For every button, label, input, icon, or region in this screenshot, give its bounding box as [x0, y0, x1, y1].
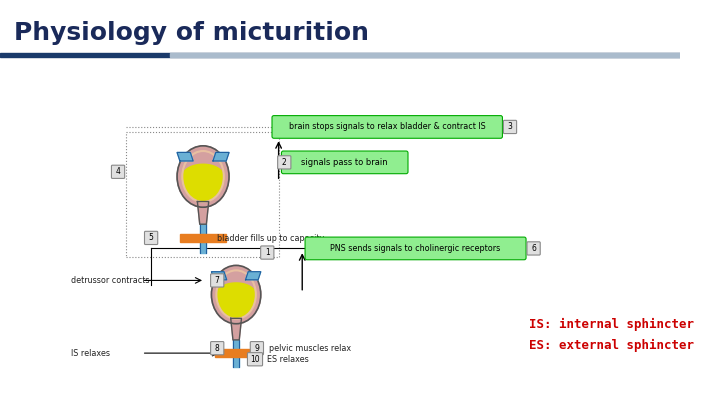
Polygon shape — [177, 152, 193, 161]
Text: 3: 3 — [508, 122, 513, 132]
Polygon shape — [199, 224, 207, 253]
Text: 10: 10 — [250, 355, 260, 364]
Text: 8: 8 — [215, 344, 220, 353]
Text: PNS sends signals to cholinergic receptors: PNS sends signals to cholinergic recepto… — [330, 244, 500, 253]
Ellipse shape — [212, 265, 261, 324]
FancyBboxPatch shape — [261, 246, 274, 259]
FancyBboxPatch shape — [248, 353, 263, 366]
FancyBboxPatch shape — [278, 156, 291, 169]
FancyBboxPatch shape — [305, 237, 526, 260]
Text: Physiology of micturition: Physiology of micturition — [14, 21, 369, 45]
Text: IS relaxes: IS relaxes — [71, 349, 110, 358]
Bar — [170, 53, 680, 57]
Text: pelvic muscles relax: pelvic muscles relax — [269, 344, 351, 353]
Polygon shape — [215, 349, 258, 357]
Text: IS: internal sphincter: IS: internal sphincter — [529, 318, 694, 331]
Polygon shape — [182, 164, 224, 177]
Polygon shape — [182, 177, 224, 201]
Text: 7: 7 — [215, 276, 220, 285]
Polygon shape — [181, 234, 226, 242]
FancyBboxPatch shape — [527, 242, 540, 255]
Polygon shape — [230, 318, 241, 340]
Polygon shape — [217, 294, 256, 318]
Text: 2: 2 — [282, 158, 287, 167]
Bar — [0, 53, 680, 57]
FancyBboxPatch shape — [251, 341, 264, 355]
FancyBboxPatch shape — [145, 231, 158, 245]
Polygon shape — [213, 152, 229, 161]
Text: 6: 6 — [531, 244, 536, 253]
Polygon shape — [212, 272, 227, 280]
Text: 1: 1 — [265, 248, 270, 257]
FancyBboxPatch shape — [112, 165, 125, 179]
FancyBboxPatch shape — [272, 115, 503, 138]
FancyBboxPatch shape — [211, 274, 224, 287]
Text: 9: 9 — [254, 344, 259, 353]
FancyBboxPatch shape — [211, 341, 224, 355]
Polygon shape — [197, 202, 209, 224]
Ellipse shape — [177, 146, 229, 207]
FancyBboxPatch shape — [503, 120, 517, 134]
Text: bladder fills up to capacity: bladder fills up to capacity — [217, 234, 325, 243]
Text: 5: 5 — [148, 233, 153, 243]
Polygon shape — [217, 283, 256, 294]
Text: 4: 4 — [116, 167, 120, 176]
Text: signals pass to brain: signals pass to brain — [302, 158, 388, 167]
Text: ES relaxes: ES relaxes — [267, 355, 309, 364]
Text: brain stops signals to relax bladder & contract IS: brain stops signals to relax bladder & c… — [289, 122, 485, 132]
Text: ES: external sphincter: ES: external sphincter — [529, 339, 694, 352]
FancyBboxPatch shape — [282, 151, 408, 174]
Text: detrussor contracts: detrussor contracts — [71, 276, 149, 285]
Polygon shape — [233, 340, 239, 367]
Polygon shape — [246, 272, 261, 280]
